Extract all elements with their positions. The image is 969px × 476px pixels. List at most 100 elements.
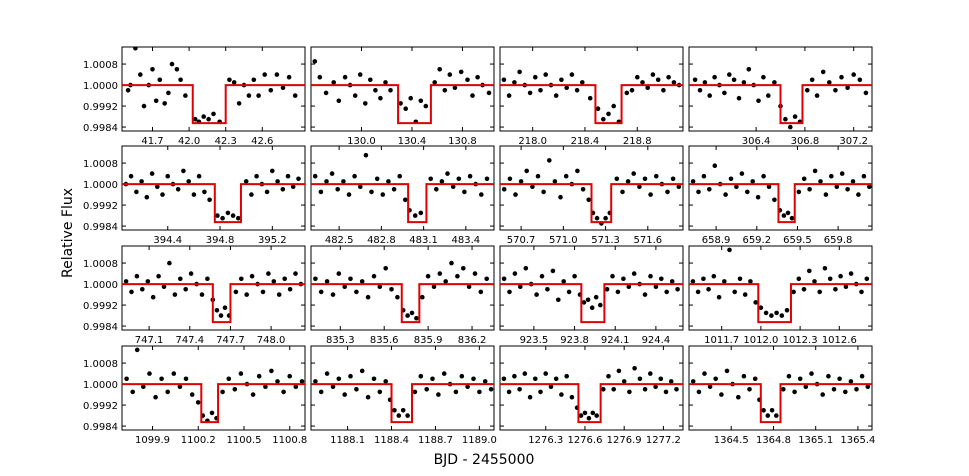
data-point (766, 93, 771, 98)
data-point (663, 389, 669, 395)
data-point (854, 387, 859, 392)
x-tick-label: 835.9 (414, 335, 443, 346)
data-point (572, 273, 577, 279)
data-point (296, 176, 301, 182)
data-point (621, 379, 627, 384)
data-point (564, 373, 569, 379)
panel-6: 482.5 482.8 483.1 483.4 (310, 145, 495, 246)
data-point (150, 67, 155, 72)
data-point (727, 247, 732, 253)
x-axis-label: BJD - 2455000 (434, 452, 535, 468)
data-point (342, 74, 348, 80)
data-point (538, 88, 543, 93)
data-point (281, 389, 286, 395)
data-point (484, 176, 490, 182)
data-point (453, 389, 459, 395)
data-point (533, 74, 538, 80)
data-point (719, 392, 724, 397)
x-tick-label: 835.3 (326, 335, 355, 346)
data-point (827, 276, 833, 282)
data-point (318, 389, 324, 395)
data-point (270, 168, 275, 174)
y-tick-label: 0.9984 (83, 322, 118, 333)
data-point (763, 310, 769, 316)
data-point (359, 279, 365, 284)
panel-14: 1188.1 1188.4 1188.7 1189.0 (310, 345, 497, 446)
data-point (594, 413, 599, 418)
data-point (153, 394, 158, 400)
data-point (653, 284, 659, 290)
x-tick-label: 1188.7 (418, 435, 453, 446)
data-point (587, 95, 593, 101)
data-point (346, 192, 352, 197)
data-point (664, 289, 669, 295)
data-point (724, 368, 730, 374)
panel-2: 130.0 130.4 130.8 (310, 46, 495, 147)
data-point (716, 294, 722, 300)
data-point (548, 384, 554, 390)
transit-model-line (500, 183, 683, 224)
data-point (702, 371, 707, 376)
data-point (561, 279, 566, 284)
data-point (263, 384, 268, 390)
data-point (396, 413, 402, 418)
data-point (805, 88, 810, 93)
data-point (501, 376, 507, 382)
x-tick-label: 1012.3 (783, 335, 818, 346)
data-point (742, 292, 748, 297)
data-point (837, 376, 842, 382)
panel-11: 923.5 923.8 924.1 924.4 (499, 245, 684, 346)
data-point (220, 389, 225, 395)
data-point (169, 61, 175, 67)
data-point (541, 189, 546, 195)
data-point (331, 80, 337, 85)
data-point (616, 368, 622, 374)
data-point (254, 173, 259, 179)
data-point (144, 194, 150, 200)
data-point (264, 189, 270, 195)
transit-model-line (689, 183, 872, 224)
x-tick-label: 130.8 (448, 136, 477, 147)
data-point (183, 376, 189, 382)
data-point (398, 101, 403, 106)
data-point (746, 67, 752, 72)
data-point (199, 292, 205, 297)
data-point (655, 77, 661, 83)
data-point (690, 379, 696, 384)
data-point (734, 184, 739, 189)
data-point (386, 179, 391, 184)
x-tick-label: 570.7 (507, 235, 536, 246)
data-point (484, 276, 490, 282)
x-tick-label: 1099.9 (135, 435, 170, 446)
data-point (478, 289, 484, 295)
data-point (388, 88, 393, 93)
data-point (292, 93, 298, 98)
data-point (171, 371, 177, 376)
panel-frame (499, 46, 684, 132)
data-point (563, 173, 569, 179)
data-point (271, 279, 277, 284)
data-point (788, 124, 793, 130)
data-point (601, 387, 606, 392)
data-point (745, 189, 750, 195)
panel-frame (121, 145, 306, 231)
data-point (642, 387, 648, 392)
data-point (405, 313, 410, 318)
panel-frame (310, 345, 495, 431)
x-tick-label: 1012.6 (822, 335, 857, 346)
data-point (125, 88, 131, 93)
data-point (290, 184, 296, 189)
data-point (324, 371, 330, 376)
x-tick-label: 483.1 (409, 235, 438, 246)
x-tick-label: 218.4 (571, 136, 600, 147)
data-point (755, 194, 761, 200)
data-point (383, 379, 389, 384)
data-point (736, 95, 742, 101)
data-point (465, 77, 470, 83)
data-point (556, 297, 561, 303)
data-point (238, 371, 244, 376)
data-point (285, 173, 291, 179)
data-point (324, 279, 330, 284)
data-point (174, 67, 180, 72)
x-tick-label: 395.2 (258, 235, 287, 246)
